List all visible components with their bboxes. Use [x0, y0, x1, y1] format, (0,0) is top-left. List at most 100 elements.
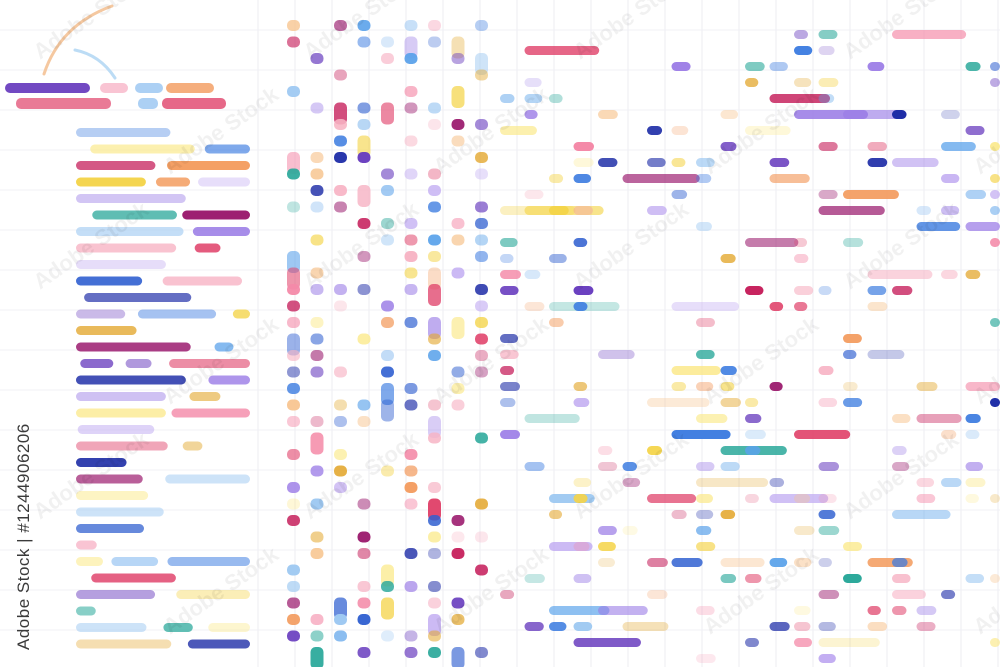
blob — [475, 333, 488, 345]
blob — [167, 557, 250, 566]
blob — [334, 449, 347, 460]
blob — [573, 286, 594, 295]
blob — [475, 119, 488, 130]
watermark-vertical: Adobe Stock | #1244906206 — [14, 423, 33, 650]
blob — [622, 462, 637, 471]
blob — [867, 62, 885, 71]
blob — [76, 540, 97, 550]
blob — [475, 20, 488, 31]
blob — [965, 414, 981, 423]
blob — [404, 581, 418, 592]
blob — [76, 177, 146, 187]
blob — [404, 317, 418, 328]
blob — [794, 638, 813, 647]
blob — [647, 206, 667, 215]
blob — [428, 36, 441, 48]
blob — [794, 526, 815, 535]
blob — [745, 78, 759, 87]
blob — [696, 158, 715, 167]
blob — [428, 333, 441, 345]
blob — [76, 194, 186, 203]
blob — [76, 161, 156, 170]
blob — [990, 206, 1000, 215]
blob — [287, 317, 300, 328]
blob — [428, 647, 441, 658]
blob — [720, 254, 736, 263]
blob — [428, 168, 441, 180]
blob — [381, 102, 394, 125]
blob — [189, 392, 221, 401]
blob — [647, 446, 663, 455]
blob — [916, 606, 937, 615]
blob — [334, 20, 347, 31]
blob — [671, 430, 731, 439]
blob — [696, 414, 728, 423]
blob — [404, 267, 418, 279]
blob — [843, 398, 863, 407]
blob — [965, 222, 1000, 231]
blob — [720, 510, 736, 519]
blob — [381, 185, 394, 196]
blob — [965, 462, 984, 471]
blob — [745, 446, 761, 455]
blob — [310, 185, 324, 196]
blob — [232, 309, 250, 319]
blob — [965, 430, 980, 439]
blob — [990, 398, 1000, 407]
blob — [100, 83, 128, 93]
blob — [428, 531, 441, 543]
blob — [524, 94, 543, 103]
blob — [310, 366, 324, 378]
blob — [287, 498, 300, 510]
blob — [5, 83, 90, 93]
blob — [357, 333, 371, 345]
blob — [990, 574, 1000, 583]
blob — [381, 168, 394, 180]
blob — [573, 622, 593, 631]
blob — [622, 526, 638, 535]
blob — [310, 465, 324, 477]
blob — [745, 398, 759, 407]
blob — [310, 498, 324, 510]
blob — [310, 548, 324, 559]
blob — [745, 638, 759, 647]
blob — [287, 350, 300, 361]
blob — [696, 382, 714, 391]
blob — [892, 446, 907, 455]
blob — [310, 201, 324, 213]
blob — [77, 425, 155, 434]
blob — [357, 531, 371, 543]
blob — [182, 441, 203, 451]
blob — [769, 558, 788, 567]
blob — [334, 482, 347, 493]
blob — [524, 414, 580, 423]
arc — [42, 4, 114, 76]
blob — [745, 414, 762, 423]
blob — [76, 408, 166, 418]
blob — [990, 238, 1000, 247]
blob — [598, 350, 635, 359]
blob — [818, 398, 838, 407]
blob — [794, 430, 851, 439]
blob — [428, 548, 441, 559]
blob — [381, 300, 394, 312]
blob — [916, 382, 938, 391]
blob — [92, 210, 177, 220]
blob — [475, 152, 488, 163]
blob — [965, 126, 985, 135]
blob — [769, 622, 790, 631]
blob — [428, 614, 441, 636]
blob — [171, 408, 250, 418]
blob — [404, 647, 418, 658]
blob — [357, 251, 371, 262]
blob — [404, 449, 418, 460]
blob — [357, 135, 371, 158]
blob — [357, 284, 371, 295]
blob — [76, 458, 127, 467]
blob — [428, 416, 441, 438]
blob — [818, 510, 836, 519]
blob — [176, 590, 250, 599]
blob — [720, 142, 737, 151]
blob — [818, 142, 838, 151]
